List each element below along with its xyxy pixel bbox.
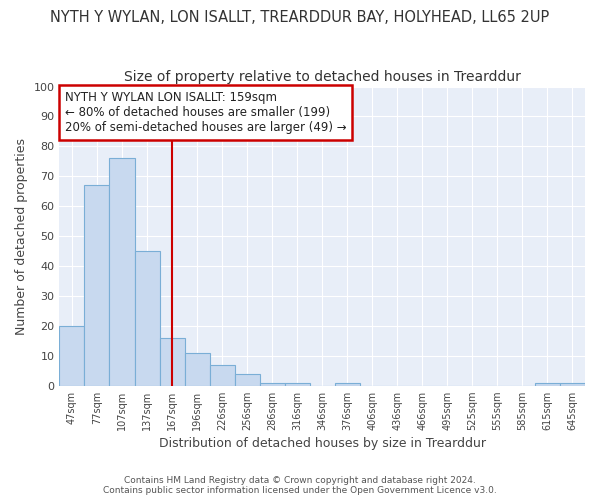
Bar	[160, 338, 185, 386]
Title: Size of property relative to detached houses in Trearddur: Size of property relative to detached ho…	[124, 70, 521, 84]
Text: Contains HM Land Registry data © Crown copyright and database right 2024.
Contai: Contains HM Land Registry data © Crown c…	[103, 476, 497, 495]
Text: NYTH Y WYLAN, LON ISALLT, TREARDDUR BAY, HOLYHEAD, LL65 2UP: NYTH Y WYLAN, LON ISALLT, TREARDDUR BAY,…	[50, 10, 550, 25]
Bar	[284, 382, 310, 386]
Bar	[85, 186, 109, 386]
Bar	[335, 382, 360, 386]
X-axis label: Distribution of detached houses by size in Trearddur: Distribution of detached houses by size …	[159, 437, 486, 450]
Bar	[535, 382, 560, 386]
Y-axis label: Number of detached properties: Number of detached properties	[15, 138, 28, 334]
Bar	[235, 374, 260, 386]
Bar	[134, 251, 160, 386]
Text: NYTH Y WYLAN LON ISALLT: 159sqm
← 80% of detached houses are smaller (199)
20% o: NYTH Y WYLAN LON ISALLT: 159sqm ← 80% of…	[65, 91, 346, 134]
Bar	[260, 382, 284, 386]
Bar	[185, 353, 209, 386]
Bar	[109, 158, 134, 386]
Bar	[560, 382, 585, 386]
Bar	[209, 365, 235, 386]
Bar	[59, 326, 85, 386]
